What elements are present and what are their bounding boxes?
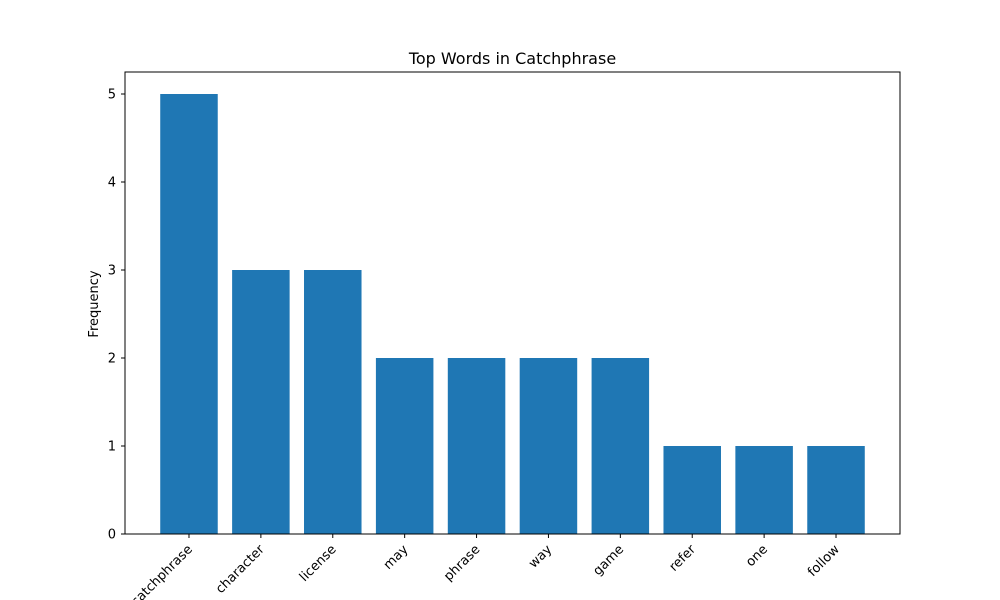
bar-character	[232, 270, 290, 534]
x-tick-label: refer	[667, 542, 700, 575]
y-tick-label: 0	[108, 528, 116, 543]
y-tick-label: 3	[108, 264, 116, 279]
x-tick-label: one	[743, 542, 771, 570]
bar-game	[591, 358, 650, 534]
y-tick-label: 5	[108, 88, 116, 103]
bar-license	[304, 270, 362, 534]
bar-catchphrase	[160, 94, 218, 534]
x-tick-label: follow	[805, 542, 843, 580]
plot-frame	[124, 71, 901, 535]
x-tick-label: may	[381, 542, 412, 573]
x-tick-label: character	[213, 542, 268, 597]
chart-title: Top Words in Catchphrase	[408, 49, 616, 68]
x-axis-ticks: catchphrase character license may phrase way g…	[129, 534, 843, 600]
x-tick-label: license	[297, 542, 340, 585]
y-tick-label: 2	[108, 352, 116, 367]
y-axis-label: Frequency	[87, 270, 102, 337]
bar-phrase	[447, 358, 506, 534]
bar-one	[735, 446, 793, 534]
x-tick-label: catchphrase	[129, 542, 196, 600]
y-axis-ticks: 0 1 2 3 4 5	[108, 88, 125, 543]
bars-layer	[160, 94, 865, 534]
y-tick-label: 1	[108, 440, 116, 455]
bar-follow	[807, 446, 865, 534]
bar-may	[375, 358, 434, 534]
x-tick-label: way	[526, 542, 555, 571]
x-tick-label: game	[590, 542, 627, 579]
bar-way	[519, 358, 578, 534]
y-tick-label: 4	[108, 176, 116, 191]
x-tick-label: phrase	[441, 542, 483, 584]
bar-refer	[663, 446, 721, 534]
